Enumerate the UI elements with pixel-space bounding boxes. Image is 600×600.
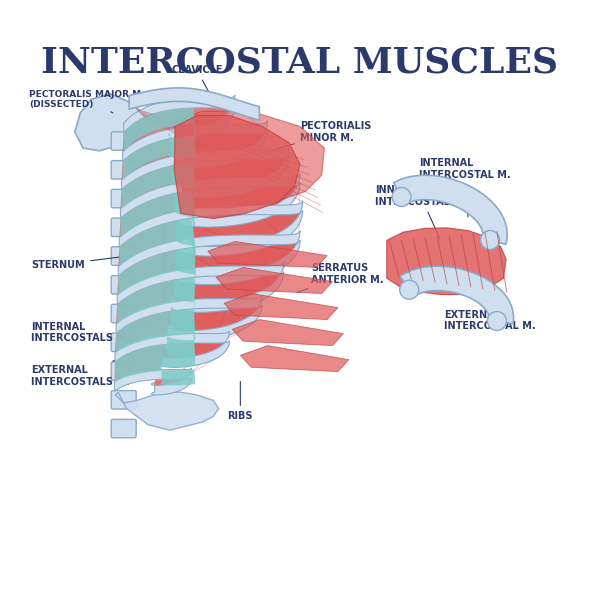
- FancyBboxPatch shape: [111, 218, 136, 236]
- Polygon shape: [115, 368, 191, 395]
- Polygon shape: [116, 309, 195, 358]
- FancyBboxPatch shape: [111, 362, 136, 380]
- Polygon shape: [122, 135, 194, 188]
- Text: RIBS: RIBS: [227, 382, 253, 421]
- Polygon shape: [116, 295, 262, 340]
- Ellipse shape: [487, 311, 506, 331]
- FancyBboxPatch shape: [111, 247, 136, 265]
- Text: PECTORIALIS
MINOR M.: PECTORIALIS MINOR M.: [259, 121, 371, 154]
- Text: CLAVICLE: CLAVICLE: [171, 65, 223, 98]
- Polygon shape: [115, 305, 262, 358]
- Polygon shape: [122, 130, 289, 188]
- FancyBboxPatch shape: [111, 190, 136, 208]
- Polygon shape: [121, 156, 300, 217]
- Polygon shape: [241, 346, 349, 371]
- Polygon shape: [119, 201, 303, 256]
- Polygon shape: [117, 241, 300, 302]
- FancyBboxPatch shape: [111, 304, 136, 323]
- Polygon shape: [116, 272, 284, 331]
- Polygon shape: [115, 340, 229, 385]
- Polygon shape: [118, 247, 196, 302]
- Text: INNERMOST
INTERCOSTAL M.: INNERMOST INTERCOSTAL M.: [375, 185, 466, 239]
- Polygon shape: [117, 262, 284, 312]
- Polygon shape: [121, 173, 300, 227]
- Polygon shape: [117, 277, 195, 331]
- Polygon shape: [174, 116, 300, 218]
- FancyBboxPatch shape: [111, 275, 136, 294]
- Polygon shape: [119, 218, 196, 274]
- Text: EXTERNAL
INTERCOSTAL M.: EXTERNAL INTERCOSTAL M.: [444, 292, 535, 331]
- Text: EXTERNAL
INTERCOSTALS M.: EXTERNAL INTERCOSTALS M.: [31, 347, 143, 387]
- Polygon shape: [224, 293, 338, 320]
- Ellipse shape: [392, 187, 411, 206]
- Polygon shape: [124, 108, 196, 158]
- Ellipse shape: [400, 280, 419, 299]
- Text: SERRATUS
ANTERIOR M.: SERRATUS ANTERIOR M.: [297, 263, 383, 293]
- Polygon shape: [208, 241, 327, 268]
- Polygon shape: [122, 121, 268, 168]
- Text: INTERNAL
INTERCOSTALS M.: INTERNAL INTERCOSTALS M.: [31, 322, 148, 343]
- FancyBboxPatch shape: [111, 161, 136, 179]
- Text: STERNUM: STERNUM: [31, 251, 164, 270]
- Polygon shape: [115, 343, 195, 385]
- Polygon shape: [122, 104, 268, 158]
- Polygon shape: [115, 331, 229, 367]
- Polygon shape: [121, 190, 195, 246]
- Polygon shape: [400, 266, 514, 324]
- FancyBboxPatch shape: [111, 391, 136, 409]
- Text: INTERCOSTAL MUSCLES: INTERCOSTAL MUSCLES: [41, 45, 559, 79]
- Polygon shape: [232, 320, 343, 346]
- Polygon shape: [164, 325, 175, 352]
- Polygon shape: [163, 121, 181, 327]
- Polygon shape: [124, 95, 235, 139]
- FancyBboxPatch shape: [111, 333, 136, 352]
- Polygon shape: [387, 228, 506, 295]
- Polygon shape: [122, 162, 196, 217]
- Polygon shape: [129, 88, 259, 120]
- Polygon shape: [116, 392, 218, 430]
- Polygon shape: [118, 210, 303, 275]
- Text: INTERNAL
INTERCOSTAL M.: INTERNAL INTERCOSTAL M.: [419, 158, 511, 217]
- Polygon shape: [216, 268, 332, 293]
- Ellipse shape: [481, 230, 500, 250]
- Polygon shape: [118, 231, 300, 284]
- Polygon shape: [119, 183, 303, 247]
- Polygon shape: [175, 111, 325, 208]
- Polygon shape: [75, 94, 145, 151]
- Polygon shape: [122, 146, 289, 198]
- FancyBboxPatch shape: [111, 419, 136, 438]
- Polygon shape: [394, 175, 507, 244]
- Text: PECTORALIS MAJOR M.
(DISSECTED): PECTORALIS MAJOR M. (DISSECTED): [29, 89, 144, 113]
- FancyBboxPatch shape: [111, 132, 136, 150]
